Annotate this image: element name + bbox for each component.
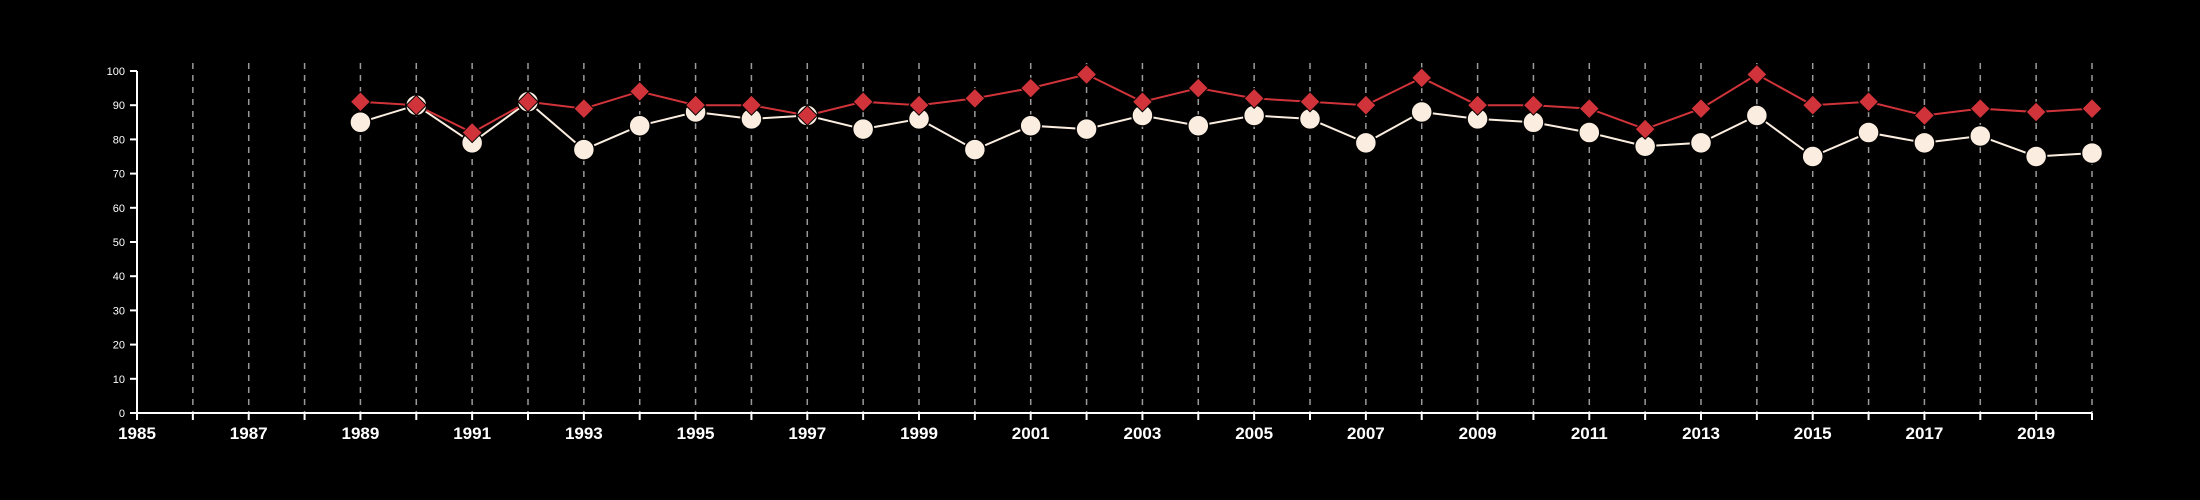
- x-tick-label-1995: 1995: [677, 424, 715, 443]
- point-diamond-1994: [629, 80, 651, 103]
- point-circle-2020: [2080, 141, 2104, 165]
- point-diamond-1999: [908, 94, 930, 116]
- point-diamond-2007: [1355, 94, 1377, 116]
- x-tick-label-2015: 2015: [1794, 424, 1832, 443]
- point-circle-2002: [1075, 117, 1098, 141]
- y-tick-label-40: 40: [113, 271, 125, 283]
- series: [349, 63, 2104, 168]
- point-diamond-1991: [461, 121, 483, 144]
- grid-lines: [192, 63, 2093, 413]
- y-tick-label-50: 50: [113, 237, 125, 249]
- x-tick-label-2019: 2019: [2017, 424, 2055, 443]
- x-tick-label-1985: 1985: [118, 424, 156, 443]
- point-circle-2000: [963, 138, 987, 161]
- y-tick-label-60: 60: [113, 203, 125, 215]
- point-diamond-2006: [1299, 91, 1321, 113]
- point-circle-2019: [2024, 145, 2048, 168]
- point-diamond-2011: [1578, 97, 1600, 120]
- y-tick-label-100: 100: [107, 66, 125, 78]
- point-circle-1989: [349, 111, 372, 134]
- point-diamond-1993: [573, 97, 595, 120]
- x-tick-label-2007: 2007: [1347, 424, 1385, 443]
- point-circle-2014: [1745, 104, 1769, 127]
- point-diamond-2005: [1243, 87, 1265, 110]
- x-tick-label-2001: 2001: [1012, 424, 1050, 443]
- x-tick-label-2017: 2017: [1906, 424, 1944, 443]
- point-circle-1994: [628, 114, 651, 137]
- point-diamond-2000: [964, 87, 986, 110]
- point-circle-2007: [1354, 131, 1378, 155]
- x-tick-label-1991: 1991: [453, 424, 491, 443]
- point-diamond-2012: [1634, 118, 1656, 140]
- point-circle-2017: [1913, 131, 1936, 155]
- point-diamond-2019: [2025, 101, 2047, 123]
- x-tick-label-1997: 1997: [788, 424, 826, 443]
- point-diamond-1992: [517, 91, 539, 113]
- point-circle-2013: [1689, 131, 1713, 155]
- axes: 0 10 20 30 40 50 60 70 80 90 100 1985 1987 1989 1991 19…: [107, 66, 2093, 443]
- point-diamond-2014: [1746, 63, 1768, 86]
- point-diamond-1990: [405, 94, 427, 116]
- point-diamond-2002: [1075, 63, 1098, 86]
- series-0-markers: [349, 63, 2103, 144]
- x-tick-label-1987: 1987: [230, 424, 268, 443]
- point-diamond-2013: [1690, 97, 1712, 120]
- point-circle-2015: [1801, 145, 1824, 168]
- point-circle-1998: [851, 117, 875, 141]
- y-tick-label-90: 90: [113, 100, 125, 112]
- point-diamond-2008: [1411, 67, 1433, 89]
- x-tick-label-2005: 2005: [1235, 424, 1273, 443]
- x-tick-label-2011: 2011: [1571, 424, 1608, 443]
- y-tick-label-10: 10: [113, 374, 125, 386]
- point-circle-1993: [572, 138, 596, 161]
- point-diamond-1998: [852, 91, 874, 113]
- point-diamond-2015: [1802, 94, 1824, 116]
- y-tick-label-70: 70: [113, 169, 125, 181]
- point-diamond-2018: [1969, 97, 1991, 120]
- point-diamond-1997: [796, 104, 818, 127]
- x-tick-label-2003: 2003: [1124, 424, 1162, 443]
- y-tick-label-0: 0: [119, 408, 125, 420]
- point-circle-2001: [1019, 114, 1042, 137]
- point-circle-2018: [1969, 124, 1992, 148]
- point-diamond-2016: [1857, 91, 1880, 113]
- y-tick-label-20: 20: [113, 340, 125, 352]
- point-diamond-2004: [1187, 77, 1209, 99]
- series-0-line: [360, 73, 2093, 134]
- x-tick-label-2009: 2009: [1459, 424, 1497, 443]
- point-diamond-1995: [684, 94, 707, 116]
- point-circle-2008: [1410, 100, 1433, 124]
- point-diamond-2009: [1466, 94, 1489, 116]
- point-diamond-2001: [1020, 77, 1042, 99]
- x-tick-label-1989: 1989: [342, 424, 380, 443]
- point-diamond-1996: [740, 94, 763, 116]
- point-circle-2004: [1187, 114, 1210, 137]
- point-diamond-2020: [2081, 97, 2103, 120]
- point-diamond-2003: [1131, 91, 1154, 113]
- x-tick-label-1993: 1993: [565, 424, 603, 443]
- y-tick-label-80: 80: [113, 134, 125, 146]
- x-tick-label-2013: 2013: [1682, 424, 1720, 443]
- point-diamond-2010: [1522, 94, 1545, 116]
- y-tick-label-30: 30: [113, 305, 125, 317]
- point-diamond-1989: [349, 91, 372, 113]
- point-diamond-2017: [1913, 104, 1936, 127]
- x-tick-label-1999: 1999: [900, 424, 938, 443]
- point-circle-2016: [1857, 121, 1880, 144]
- point-circle-2011: [1578, 121, 1601, 144]
